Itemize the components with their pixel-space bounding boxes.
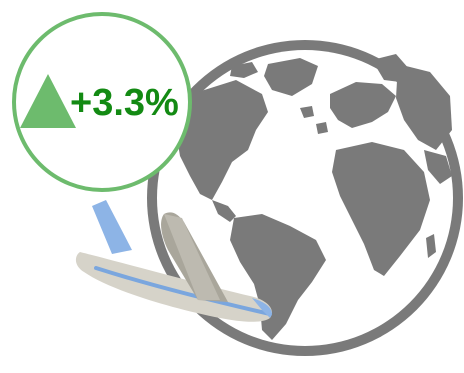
airplane-icon bbox=[75, 200, 272, 322]
change-percent-text: +3.3% bbox=[70, 82, 179, 124]
change-badge: +3.3% bbox=[12, 12, 192, 192]
triangle-up-icon bbox=[20, 74, 76, 128]
globe-icon bbox=[147, 40, 463, 356]
